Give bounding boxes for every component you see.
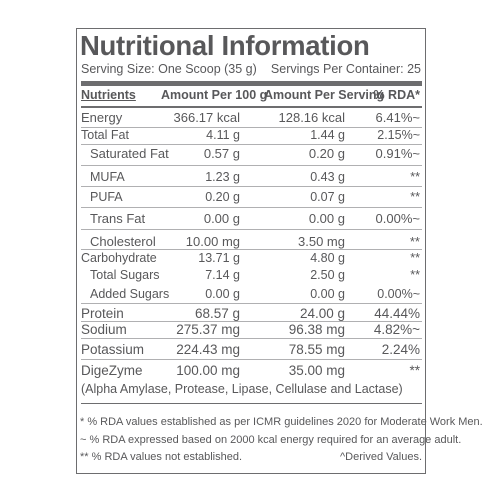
nutrition-panel — [76, 28, 426, 474]
amount-per-serving: 128.16 kcal — [278, 110, 346, 125]
rda-percent: 2.15%~ — [377, 128, 420, 142]
nutrient-name: Total Fat — [81, 128, 129, 142]
rda-percent: 0.91%~ — [375, 146, 420, 161]
row-separator — [81, 321, 422, 322]
footnote-icmr: * % RDA values established as per ICMR g… — [80, 416, 483, 428]
amount-per-100g: 13.71 g — [198, 251, 240, 265]
rda-percent: ** — [409, 234, 420, 249]
rda-percent: 0.00%~ — [377, 287, 420, 301]
rda-percent: 6.41%~ — [375, 110, 420, 125]
row-separator — [81, 359, 422, 360]
footnote-energy: ~ % RDA expressed based on 2000 kcal ene… — [80, 434, 462, 446]
amount-per-serving: 24.00 g — [299, 306, 345, 321]
amount-per-serving: 1.44 g — [310, 128, 345, 142]
rda-percent: 0.00%~ — [375, 211, 420, 226]
amount-per-100g: 0.00 g — [203, 211, 240, 226]
nutrient-name: Energy — [81, 110, 123, 125]
rda-percent: ** — [410, 170, 420, 184]
nutrient-name: Total Sugars — [90, 268, 160, 282]
amount-per-100g: 366.17 kcal — [173, 110, 241, 125]
amount-per-serving: 35.00 mg — [288, 363, 345, 378]
rda-percent: ** — [410, 268, 420, 282]
header-per-serving: Amount Per Serving — [264, 88, 385, 102]
serving-info: Serving Size: One Scoop (35 g) Servings … — [81, 62, 421, 76]
amount-per-100g: 68.57 g — [194, 306, 240, 321]
servings-per-container: Servings Per Container: 25 — [270, 62, 421, 76]
amount-per-100g: 100.00 mg — [176, 363, 240, 378]
row-separator — [81, 338, 422, 339]
row-separator — [81, 249, 422, 250]
nutrient-name: Cholesterol — [90, 234, 156, 249]
amount-per-serving: 3.50 mg — [298, 234, 345, 249]
amount-per-serving: 2.50 g — [310, 268, 345, 282]
nutrient-name: MUFA — [90, 170, 125, 184]
amount-per-100g: 10.00 mg — [185, 234, 240, 249]
rda-percent: 2.24% — [381, 342, 420, 357]
row-separator — [81, 229, 422, 230]
nutrient-name: DigeZyme — [81, 363, 143, 378]
footnote-last-line: ** % RDA values not established. ^Derive… — [80, 451, 422, 463]
nutrient-name: Trans Fat — [90, 211, 146, 226]
amount-per-100g: 4.11 g — [206, 128, 240, 142]
row-separator — [81, 207, 422, 208]
nutrient-name: Saturated Fat — [90, 146, 169, 161]
amount-per-100g: 7.14 g — [205, 268, 240, 282]
table-header: Nutrients Amount Per 100 g Amount Per Se… — [81, 88, 422, 104]
nutrient-name: PUFA — [90, 190, 123, 204]
header-nutrients: Nutrients — [81, 88, 136, 102]
row-separator — [81, 144, 422, 145]
amount-per-serving: 0.20 g — [308, 146, 345, 161]
amount-per-serving: 96.38 mg — [288, 322, 345, 337]
header-rule — [81, 106, 422, 108]
header-per100: Amount Per 100 g — [161, 88, 268, 102]
header-rda: % RDA* — [373, 88, 420, 102]
row-separator — [81, 186, 422, 187]
rda-percent: 4.82%~ — [373, 322, 420, 337]
footnote-not-established: ** % RDA values not established. — [80, 451, 243, 463]
amount-per-100g: 224.43 mg — [176, 342, 240, 357]
amount-per-serving: 0.43 g — [310, 170, 345, 184]
nutrient-name: Protein — [81, 306, 124, 321]
panel-title: Nutritional Information — [80, 30, 370, 61]
rda-percent: ** — [409, 363, 420, 378]
amount-per-serving: 78.55 mg — [288, 342, 345, 357]
nutrient-name: Carbohydrate — [81, 251, 157, 265]
amount-per-serving: 4.80 g — [310, 251, 345, 265]
row-separator — [81, 165, 422, 166]
row-separator — [81, 127, 422, 128]
amount-per-serving: 0.00 g — [310, 287, 345, 301]
thick-rule — [81, 81, 422, 86]
amount-per-serving: 0.00 g — [308, 211, 345, 226]
amount-per-100g: 275.37 mg — [176, 322, 240, 337]
rda-percent: ** — [410, 251, 420, 265]
amount-per-100g: 0.20 g — [205, 190, 240, 204]
amount-per-100g: 0.57 g — [203, 146, 240, 161]
amount-per-serving: 0.07 g — [310, 190, 345, 204]
nutrient-name: Added Sugars — [90, 287, 170, 301]
row-separator — [81, 303, 422, 304]
nutrient-name: Potassium — [81, 342, 145, 357]
digezyme-detail: (Alpha Amylase, Protease, Lipase, Cellul… — [81, 382, 403, 396]
footer-rule — [81, 403, 422, 404]
amount-per-100g: 1.23 g — [205, 170, 240, 184]
amount-per-100g: 0.00 g — [205, 287, 240, 301]
nutrient-name: Sodium — [81, 322, 127, 337]
rda-percent: 44.44% — [374, 306, 420, 321]
footnote-derived: ^Derived Values. — [340, 451, 422, 463]
rda-percent: ** — [410, 190, 420, 204]
serving-size: Serving Size: One Scoop (35 g) — [81, 62, 257, 76]
